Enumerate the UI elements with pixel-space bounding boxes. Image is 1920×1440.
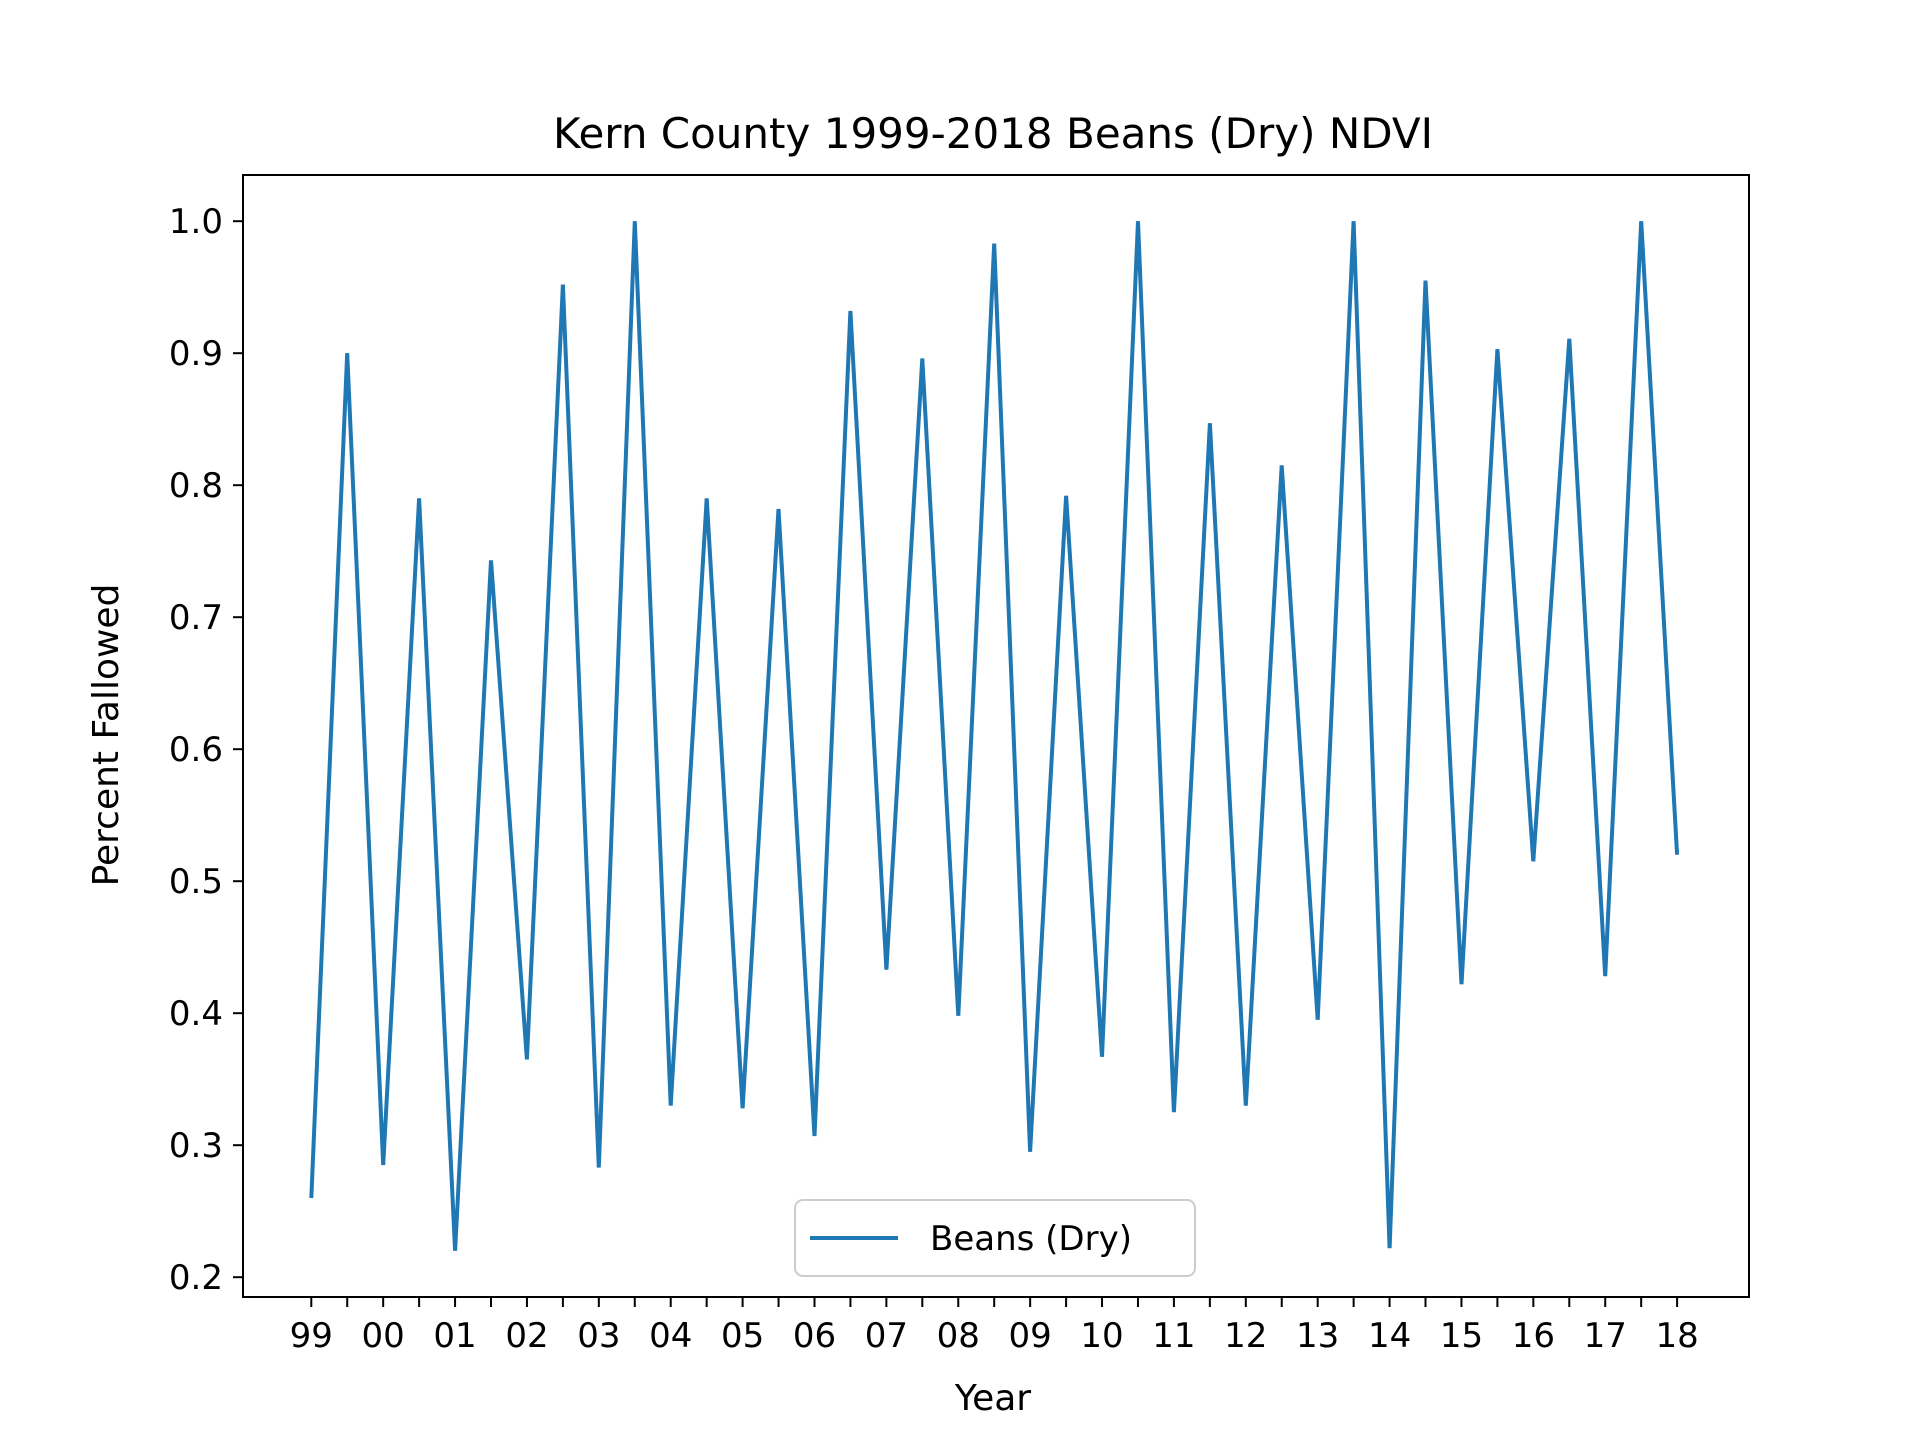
legend-label: Beans (Dry) — [930, 1219, 1132, 1259]
y-tick-label: 0.5 — [169, 862, 223, 902]
x-tick-label: 99 — [290, 1316, 333, 1356]
x-tick-label: 18 — [1655, 1316, 1698, 1356]
x-tick-label: 01 — [433, 1316, 476, 1356]
y-axis-title: Percent Fallowed — [86, 584, 127, 887]
y-tick-label: 0.7 — [169, 598, 223, 638]
legend-box — [794, 1199, 1196, 1277]
series-line-beans-dry — [309, 221, 1680, 1251]
x-tick-label: 03 — [577, 1316, 620, 1356]
y-tick-label: 0.3 — [169, 1126, 223, 1166]
y-tick-label: 0.9 — [169, 334, 223, 374]
legend: Beans (Dry) — [794, 1199, 1196, 1277]
y-tick-label: 0.6 — [169, 730, 223, 770]
x-tick-label: 15 — [1440, 1316, 1483, 1356]
y-tick-label: 1.0 — [169, 202, 223, 242]
y-tick-label: 0.4 — [169, 994, 223, 1034]
chart-title: Kern County 1999-2018 Beans (Dry) NDVI — [553, 109, 1433, 158]
x-tick-label: 05 — [721, 1316, 764, 1356]
x-tick-label: 16 — [1512, 1316, 1555, 1356]
x-tick-label: 06 — [793, 1316, 836, 1356]
x-tick-label: 07 — [865, 1316, 908, 1356]
x-tick-label: 08 — [937, 1316, 980, 1356]
plot-area: 0.2 0.3 0.4 0.5 0.6 0.7 0.8 0.9 1.0 99 00 01 02 03 04 0… — [169, 174, 1750, 1356]
x-tick-label: 02 — [505, 1316, 548, 1356]
axes-frame — [242, 174, 1750, 1298]
x-tick-label: 09 — [1009, 1316, 1052, 1356]
y-tick-label: 0.2 — [169, 1258, 223, 1298]
y-tick-label: 0.8 — [169, 466, 223, 506]
x-tick-label: 13 — [1296, 1316, 1339, 1356]
x-tick-label: 11 — [1152, 1316, 1195, 1356]
x-tick-label: 17 — [1584, 1316, 1627, 1356]
x-tick-label: 14 — [1368, 1316, 1411, 1356]
x-tick-label: 00 — [362, 1316, 405, 1356]
x-tick-label: 10 — [1080, 1316, 1123, 1356]
x-axis-title: Year — [954, 1378, 1031, 1419]
x-tick-label: 04 — [649, 1316, 692, 1356]
x-tick-label: 12 — [1224, 1316, 1267, 1356]
